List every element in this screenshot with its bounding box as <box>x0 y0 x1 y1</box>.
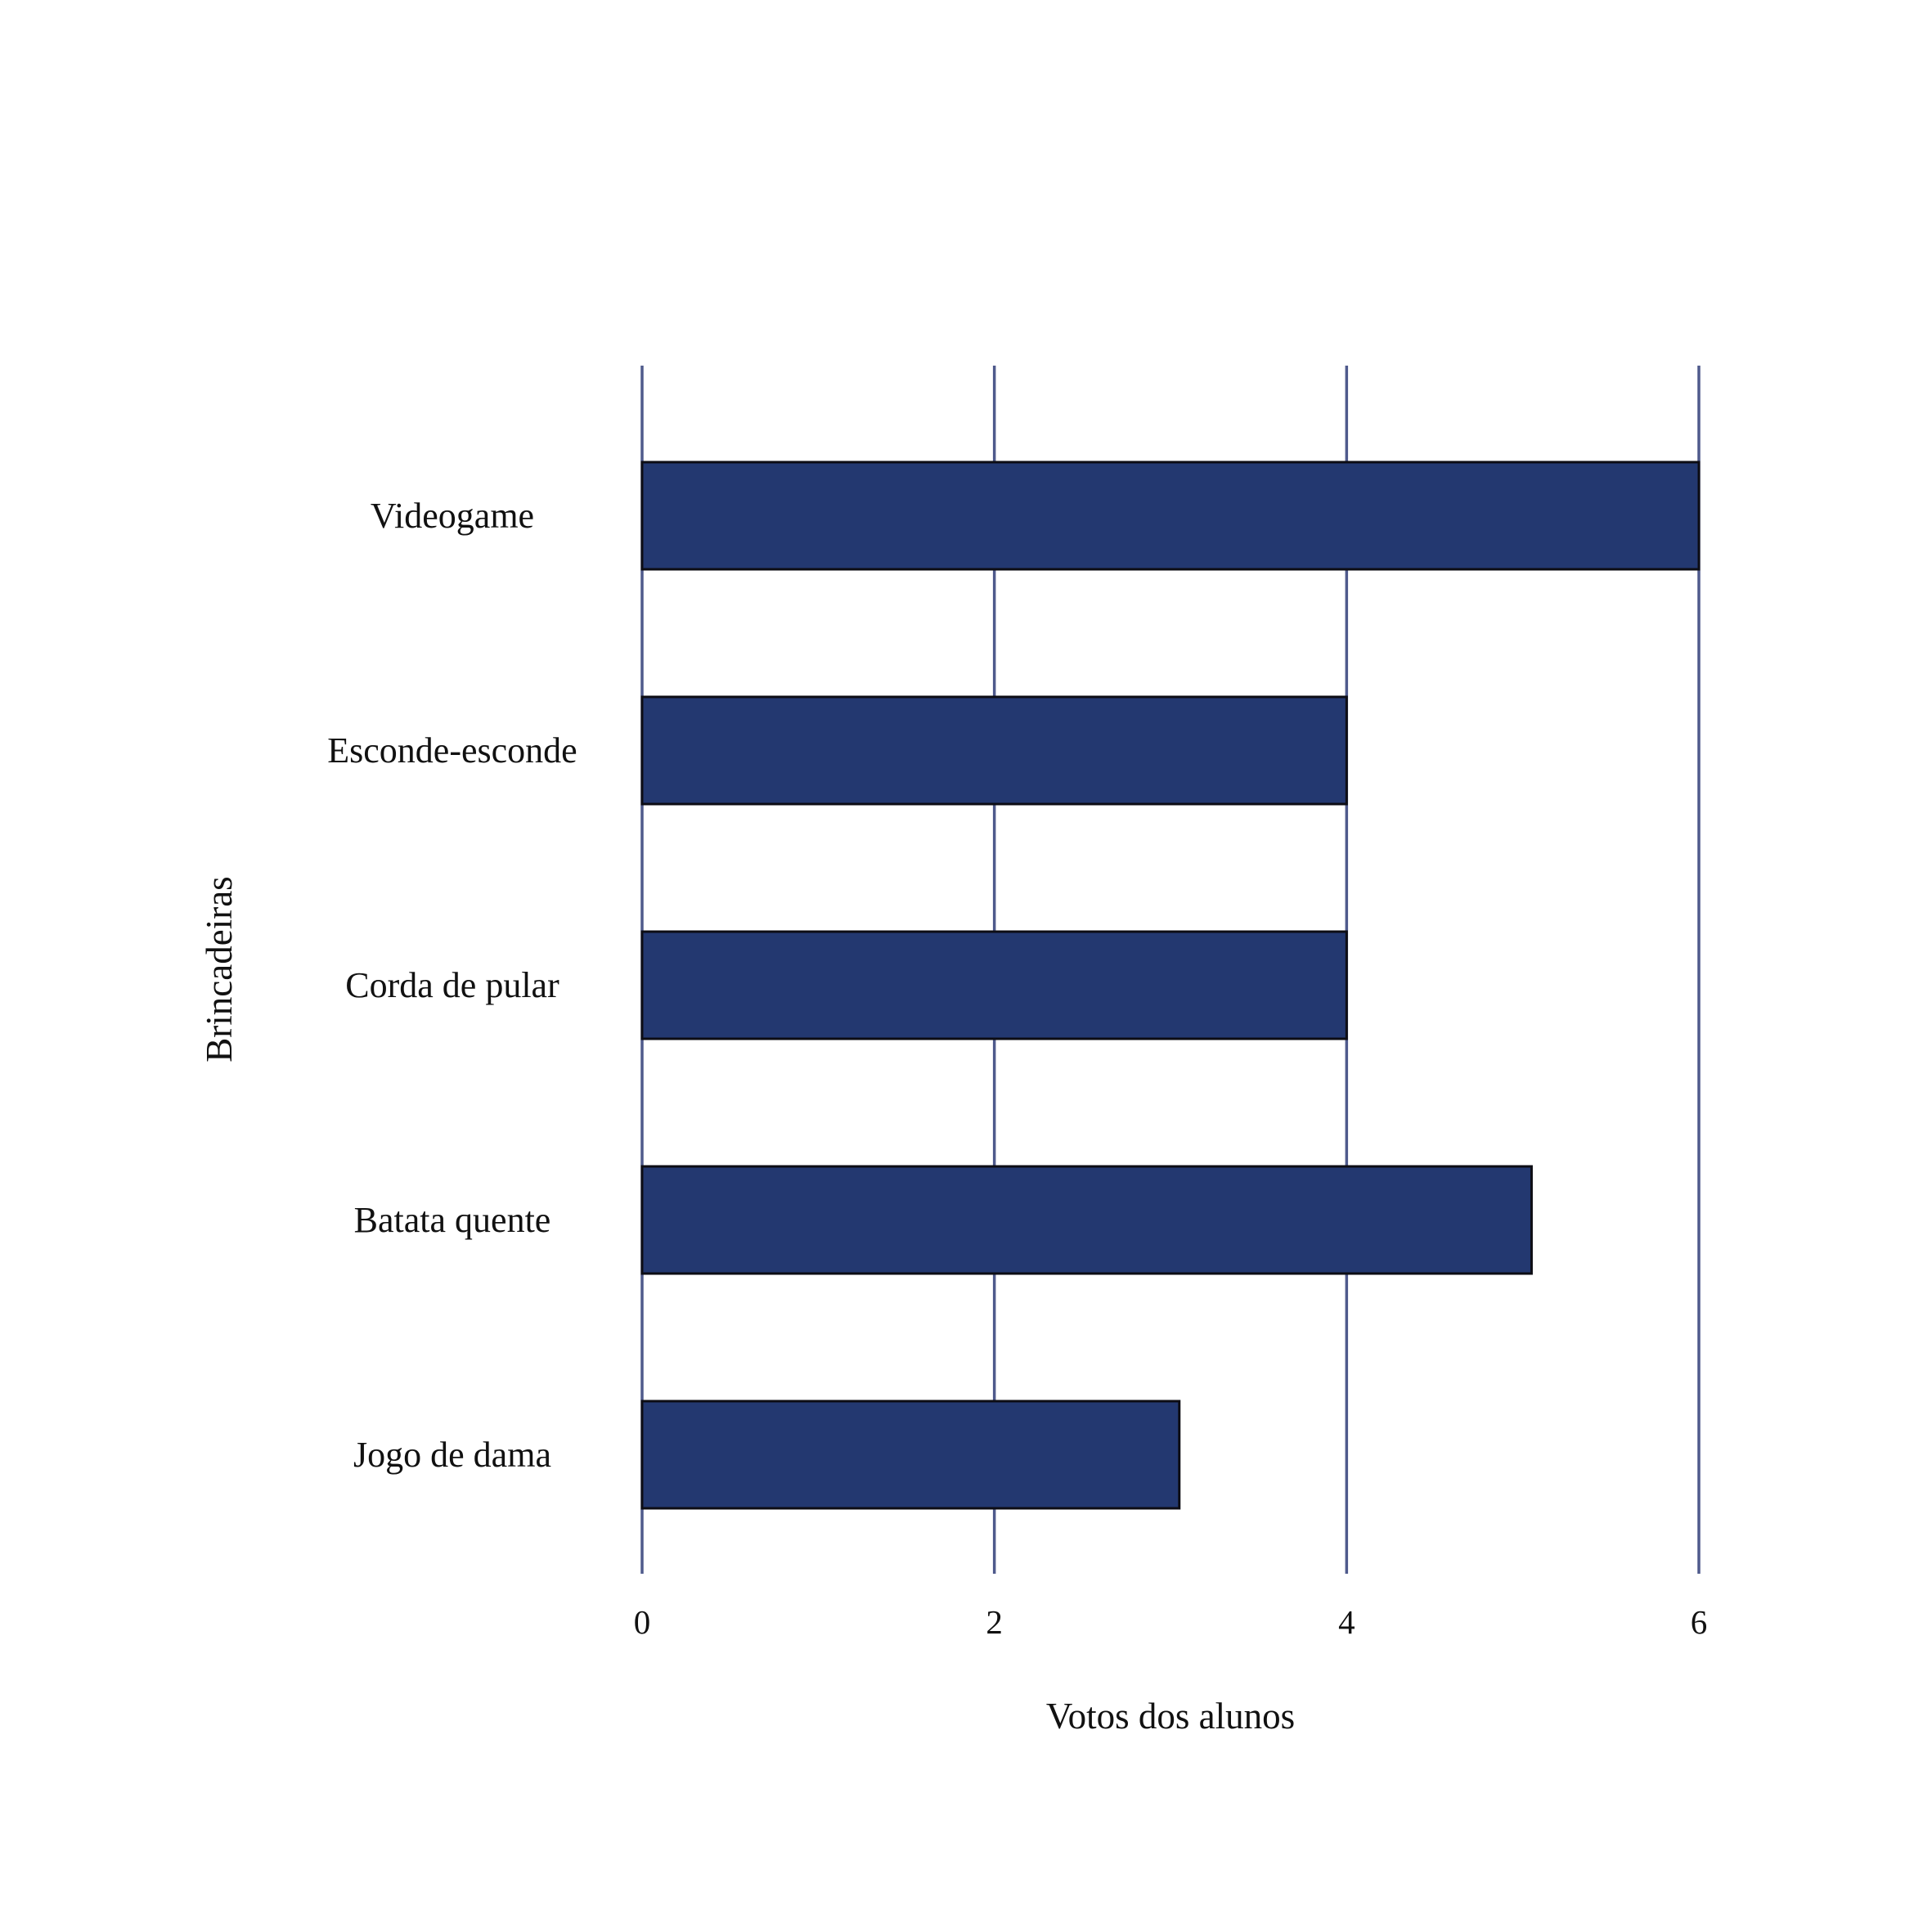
category-label: Videogame <box>371 496 534 536</box>
x-tick-label: 0 <box>634 1603 651 1641</box>
x-tick-label: 4 <box>1338 1603 1355 1641</box>
x-tick-label: 6 <box>1691 1603 1708 1641</box>
x-axis-ticks: 0 2 4 6 <box>634 1603 1708 1641</box>
category-labels: Videogame Esconde-esconde Corda de pular Ba… <box>327 496 577 1475</box>
category-label: Batata quente <box>354 1200 551 1240</box>
bar <box>640 461 1701 571</box>
category-label: Jogo de dama <box>353 1435 551 1475</box>
bar <box>640 695 1348 806</box>
x-axis-title: Votos dos alunos <box>1046 1696 1295 1737</box>
y-axis-title: Brincadeiras <box>199 876 240 1062</box>
bar <box>640 930 1348 1040</box>
bar <box>640 1400 1181 1510</box>
bars <box>640 461 1701 1510</box>
category-label: Corda de pular <box>345 965 559 1005</box>
category-label: Esconde-esconde <box>327 730 577 771</box>
bar <box>640 1165 1533 1275</box>
x-tick-label: 2 <box>986 1603 1003 1641</box>
